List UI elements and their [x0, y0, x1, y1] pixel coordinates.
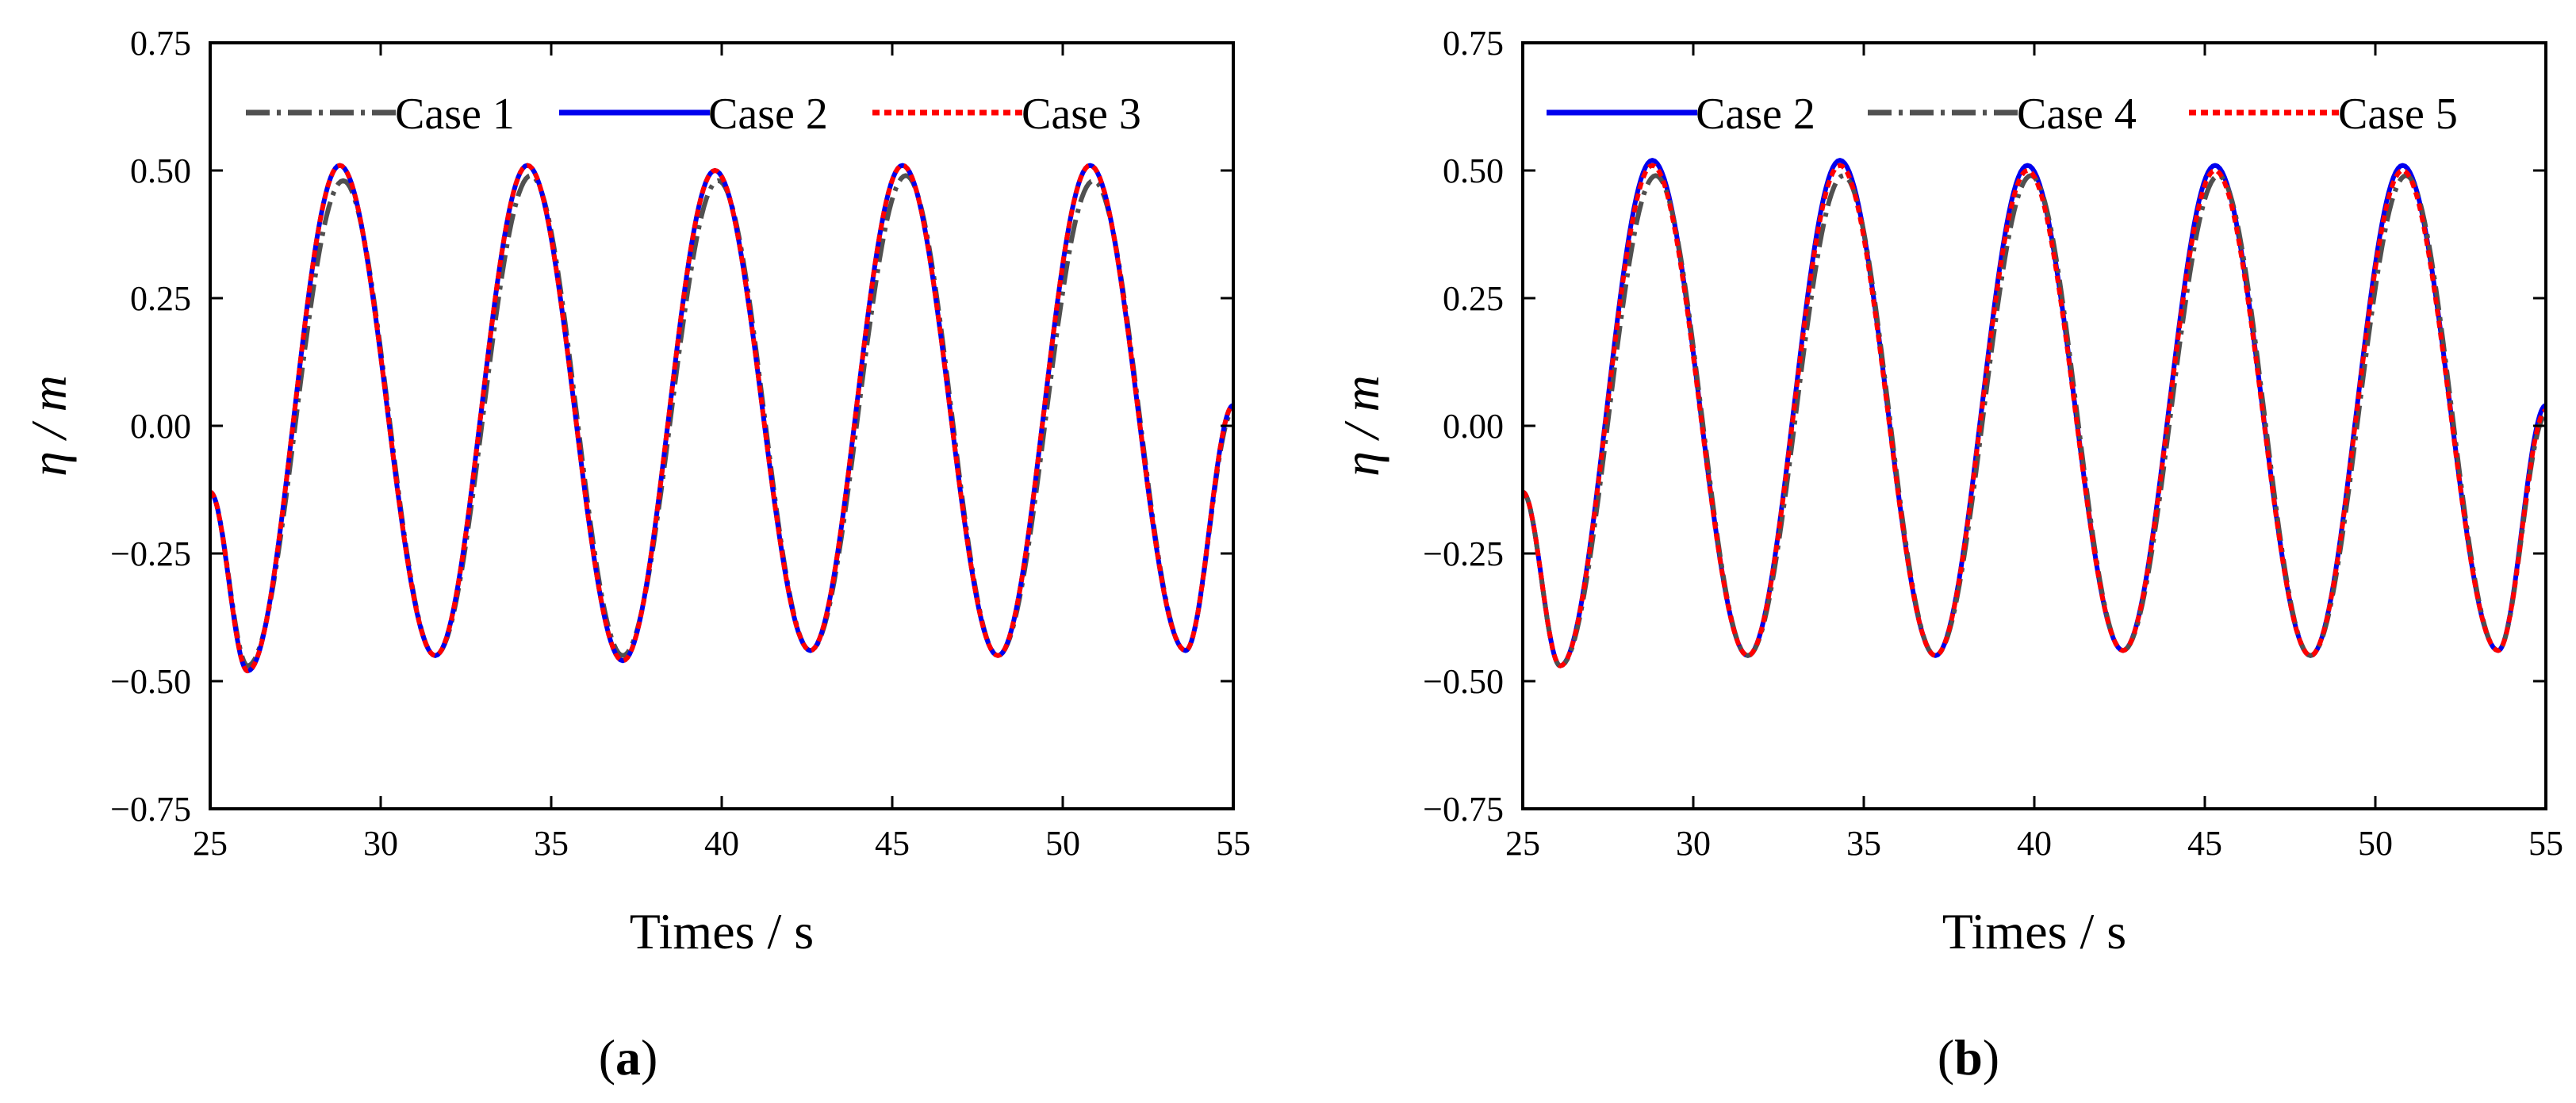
y-axis-title: η / m [21, 375, 77, 477]
x-tick-label: 40 [704, 824, 739, 863]
y-tick-label: 0.75 [1443, 24, 1504, 63]
x-tick-label: 25 [193, 824, 228, 863]
y-tick-label: 0.00 [130, 407, 191, 446]
legend-label: Case 2 [708, 90, 828, 139]
x-axis-title: Times / s [1942, 903, 2126, 959]
y-tick-label: −0.75 [110, 790, 191, 829]
x-tick-label: 50 [1045, 824, 1080, 863]
x-tick-label: 30 [363, 824, 398, 863]
series-line-case-5 [1523, 163, 2546, 668]
legend-label: Case 3 [1022, 90, 1141, 139]
y-axis-title: η / m [1333, 375, 1390, 477]
x-tick-label: 55 [1216, 824, 1251, 863]
plot-frame [209, 41, 1235, 810]
series-line-case-2 [1523, 158, 2546, 668]
x-tick-label: 55 [2528, 824, 2563, 863]
panel-a: 25 30 35 40 45 50 55 −0.75 −0.50 −0.25 0.00 0.25 0.5… [21, 24, 1251, 959]
y-tick-label: −0.75 [1423, 790, 1504, 829]
x-tick-label: 40 [2017, 824, 2052, 863]
x-tick-label: 30 [1676, 824, 1711, 863]
x-tick-label: 25 [1505, 824, 1540, 863]
legend-label: Case 2 [1696, 90, 1815, 139]
plot-lines [210, 163, 1233, 674]
y-tick-label: −0.50 [1423, 662, 1504, 701]
y-tick-label: 0.25 [130, 279, 191, 318]
y-tick-label: 0.50 [1443, 151, 1504, 190]
y-tick-label: −0.25 [1423, 534, 1504, 573]
legend: Case 2 Case 4 Case 5 [1547, 90, 2458, 139]
y-tick-label: −0.25 [110, 534, 191, 573]
x-tick-label: 45 [2187, 824, 2222, 863]
plot-frame [1521, 41, 2547, 810]
x-tick-label: 35 [534, 824, 569, 863]
series-line-case-3 [210, 163, 1233, 674]
x-tick-label: 45 [875, 824, 910, 863]
series-line-case-4 [1523, 173, 2546, 668]
x-tick-label: 50 [2358, 824, 2393, 863]
panel-label-a: (a) [599, 1029, 658, 1086]
plot-lines [1523, 158, 2546, 668]
y-tick-label: 0.50 [130, 151, 191, 190]
legend-label: Case 4 [2017, 90, 2137, 139]
legend-label: Case 5 [2338, 90, 2458, 139]
y-tick-label: 0.75 [130, 24, 191, 63]
y-tick-label: 0.25 [1443, 279, 1504, 318]
legend-label: Case 1 [395, 90, 515, 139]
legend: Case 1 Case 2 Case 3 [246, 90, 1141, 139]
series-line-case-1 [210, 173, 1233, 668]
y-tick-label: −0.50 [110, 662, 191, 701]
x-axis-title: Times / s [630, 903, 814, 959]
y-tick-label: 0.00 [1443, 407, 1504, 446]
x-tick-label: 35 [1846, 824, 1881, 863]
panel-b: 25 30 35 40 45 50 55 −0.75 −0.50 −0.25 0.00 0.25 0.5… [1333, 24, 2563, 959]
panel-label-b: (b) [1938, 1029, 1999, 1086]
